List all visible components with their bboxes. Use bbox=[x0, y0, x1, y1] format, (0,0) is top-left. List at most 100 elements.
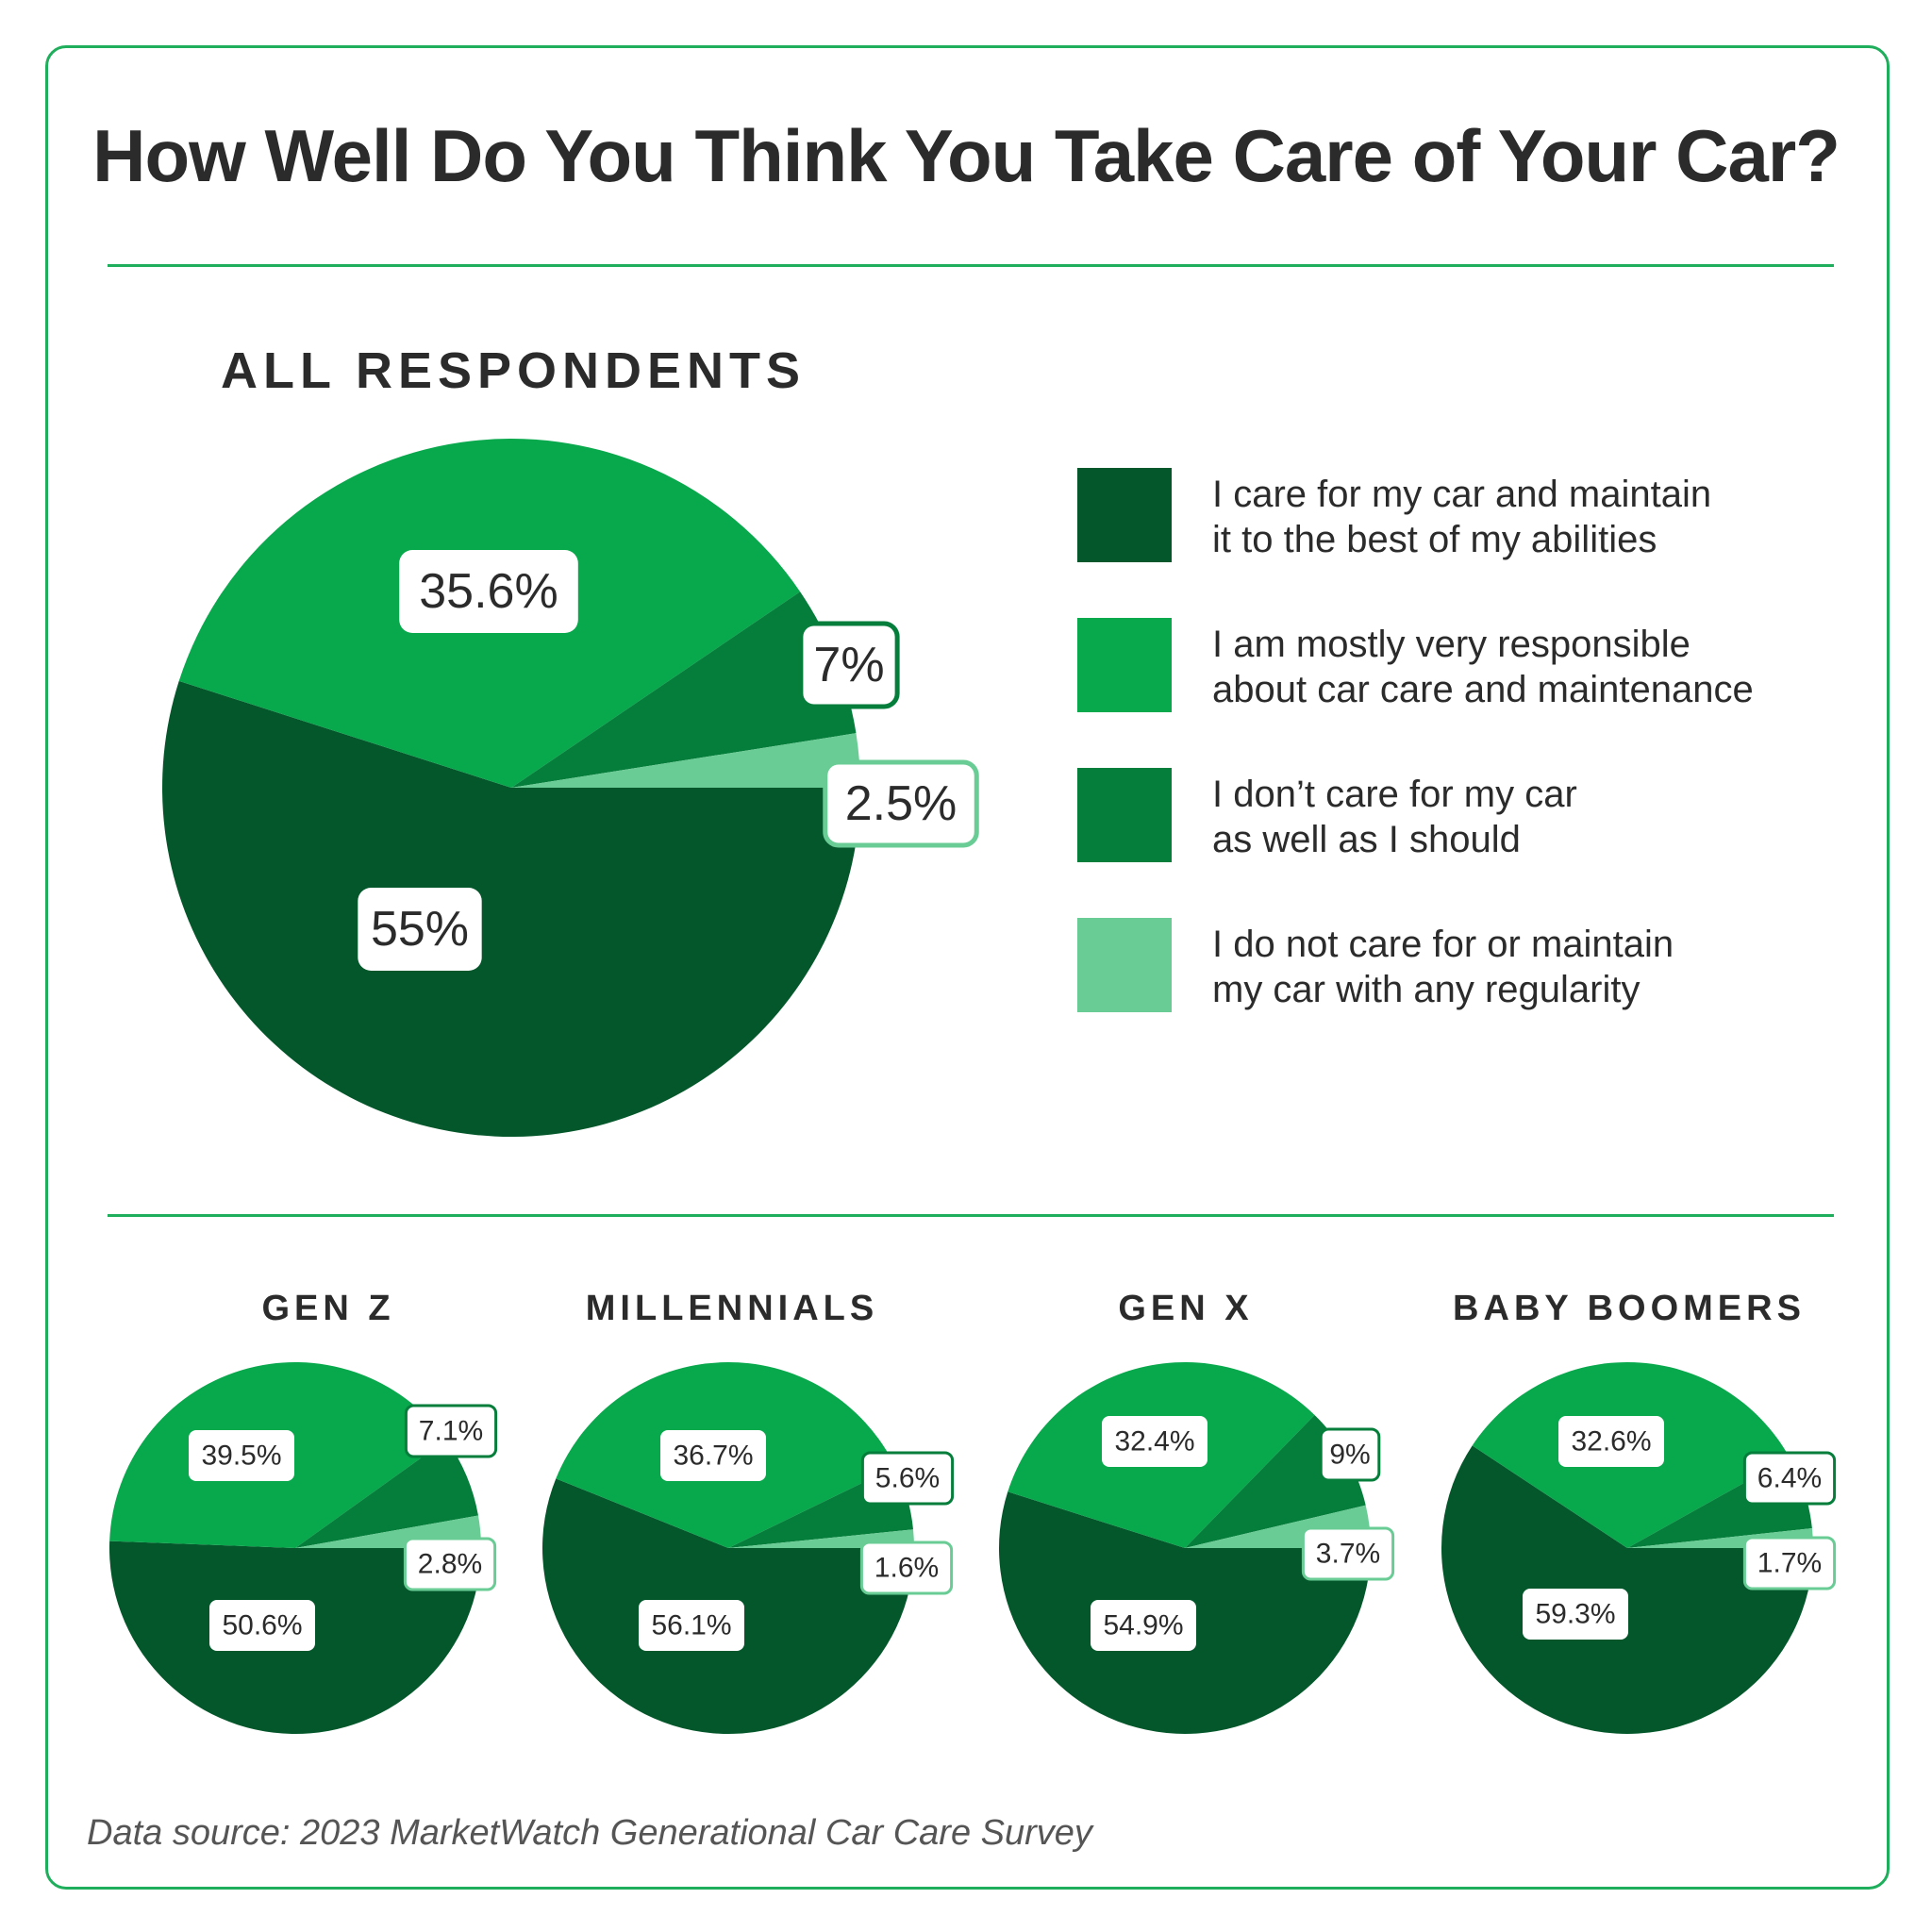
pie-slice-not-as-well bbox=[511, 591, 857, 788]
data-label-box bbox=[859, 1541, 954, 1595]
data-label-box bbox=[399, 550, 578, 633]
data-label-best-of-abilities: 54.9% bbox=[1091, 1600, 1196, 1651]
pie-chart-baby-boomers: 59.3% 32.6% 6.4% 1.7% bbox=[1441, 1362, 1837, 1735]
data-label-text: 2.5% bbox=[845, 776, 958, 831]
data-label-box bbox=[660, 1430, 766, 1481]
data-label-text: 32.6% bbox=[1571, 1426, 1651, 1457]
legend-text: I am mostly very responsible about car ca… bbox=[1212, 622, 1754, 712]
data-label-box bbox=[1742, 1536, 1837, 1591]
gen-x-heading: GEN X bbox=[1118, 1289, 1254, 1328]
data-label-no-regularity: 1.7% bbox=[1742, 1536, 1837, 1591]
legend-swatch bbox=[1077, 768, 1172, 862]
data-source-note: Data source: 2023 MarketWatch Generation… bbox=[87, 1813, 1092, 1853]
legend-line: as well as I should bbox=[1212, 819, 1521, 860]
data-label-best-of-abilities: 56.1% bbox=[639, 1600, 744, 1651]
data-label-text: 7% bbox=[813, 638, 884, 692]
pie-slice-no-regularity bbox=[511, 733, 860, 788]
baby-boomers-heading: BABY BOOMERS bbox=[1453, 1289, 1806, 1328]
data-label-text: 6.4% bbox=[1757, 1463, 1822, 1494]
data-label-not-as-well: 5.6% bbox=[860, 1451, 955, 1506]
data-label-box bbox=[189, 1430, 294, 1481]
legend-swatch bbox=[1077, 918, 1172, 1012]
legend-item-mostly-responsible: I am mostly very responsible about car ca… bbox=[1077, 618, 1832, 712]
legend-line: I don’t care for my car bbox=[1212, 774, 1577, 815]
legend-swatch bbox=[1077, 468, 1172, 562]
data-label-box bbox=[798, 621, 900, 709]
data-label-text: 32.4% bbox=[1114, 1426, 1194, 1457]
data-label-box bbox=[1091, 1600, 1196, 1651]
data-label-mostly-responsible: 35.6% bbox=[399, 550, 578, 633]
legend-text: I care for my car and maintain it to the … bbox=[1212, 472, 1711, 562]
data-label-box bbox=[1102, 1416, 1208, 1467]
legend-text: I don’t care for my car as well as I shou… bbox=[1212, 772, 1577, 862]
pie-chart-all-respondents: 55% 35.6% 7% 2.5% bbox=[161, 439, 979, 1138]
data-label-mostly-responsible: 36.7% bbox=[660, 1430, 766, 1481]
data-label-not-as-well: 6.4% bbox=[1742, 1451, 1837, 1506]
data-label-box bbox=[823, 759, 979, 848]
legend-line: it to the best of my abilities bbox=[1212, 519, 1657, 560]
legend-line: about car care and maintenance bbox=[1212, 669, 1754, 710]
data-label-no-regularity: 1.6% bbox=[859, 1541, 954, 1595]
legend-line: I do not care for or maintain bbox=[1212, 924, 1674, 965]
pie-chart-millennials: 56.1% 36.7% 5.6% 1.6% bbox=[542, 1362, 955, 1735]
pie-slice-best-of-abilities bbox=[161, 680, 861, 1138]
data-label-box bbox=[1301, 1526, 1395, 1581]
data-label-box bbox=[1558, 1416, 1664, 1467]
data-label-no-regularity: 3.7% bbox=[1301, 1526, 1395, 1581]
all-respondents-heading: ALL RESPONDENTS bbox=[221, 342, 807, 399]
data-label-box bbox=[209, 1600, 315, 1651]
pie-slice-best-of-abilities bbox=[1441, 1445, 1814, 1735]
data-label-text: 35.6% bbox=[419, 564, 558, 619]
legend-line: I care for my car and maintain bbox=[1212, 474, 1712, 515]
data-label-text: 9% bbox=[1329, 1440, 1370, 1471]
legend-text: I do not care for or maintain my car with… bbox=[1212, 922, 1674, 1012]
data-label-mostly-responsible: 39.5% bbox=[189, 1430, 294, 1481]
data-label-mostly-responsible: 32.4% bbox=[1102, 1416, 1208, 1467]
data-label-box bbox=[1742, 1451, 1837, 1506]
data-label-box bbox=[639, 1600, 744, 1651]
legend-item-best-of-abilities: I care for my car and maintain it to the … bbox=[1077, 468, 1832, 562]
legend-line: I am mostly very responsible bbox=[1212, 624, 1690, 665]
data-label-best-of-abilities: 59.3% bbox=[1523, 1589, 1628, 1640]
millennials-heading: MILLENNIALS bbox=[585, 1289, 879, 1328]
data-label-text: 1.7% bbox=[1757, 1548, 1822, 1579]
data-label-no-regularity: 2.5% bbox=[823, 759, 979, 848]
legend-line: my car with any regularity bbox=[1212, 969, 1641, 1010]
data-label-box bbox=[358, 888, 482, 971]
data-label-text: 59.3% bbox=[1535, 1599, 1615, 1630]
legend-swatch bbox=[1077, 618, 1172, 712]
data-label-text: 36.7% bbox=[673, 1441, 753, 1472]
data-label-no-regularity: 2.8% bbox=[403, 1537, 497, 1591]
legend-item-not-as-well: I don’t care for my car as well as I shou… bbox=[1077, 768, 1832, 862]
data-label-box bbox=[1319, 1427, 1381, 1482]
data-label-best-of-abilities: 55% bbox=[358, 888, 482, 971]
data-label-text: 54.9% bbox=[1103, 1610, 1183, 1641]
data-label-text: 2.8% bbox=[418, 1549, 482, 1580]
data-label-text: 56.1% bbox=[651, 1610, 731, 1641]
data-label-text: 39.5% bbox=[201, 1441, 281, 1472]
gen-z-heading: GEN Z bbox=[261, 1289, 395, 1328]
divider-top bbox=[108, 264, 1834, 267]
pie-slice-not-as-well bbox=[295, 1440, 478, 1548]
divider-middle bbox=[108, 1214, 1834, 1217]
page-title: How Well Do You Think You Take Care of Y… bbox=[92, 114, 1840, 197]
data-label-mostly-responsible: 32.6% bbox=[1558, 1416, 1664, 1467]
data-label-not-as-well: 7% bbox=[798, 621, 900, 709]
data-label-text: 55% bbox=[371, 902, 469, 957]
pie-chart-gen-x: 54.9% 32.4% 9% 3.7% bbox=[999, 1362, 1395, 1734]
data-label-text: 5.6% bbox=[875, 1463, 940, 1494]
data-label-box bbox=[1523, 1589, 1628, 1640]
legend-item-no-regularity: I do not care for or maintain my car with… bbox=[1077, 918, 1832, 1012]
data-label-text: 7.1% bbox=[419, 1416, 483, 1447]
data-label-best-of-abilities: 50.6% bbox=[209, 1600, 315, 1651]
data-label-box bbox=[404, 1404, 498, 1458]
data-label-text: 1.6% bbox=[874, 1553, 939, 1584]
data-label-not-as-well: 7.1% bbox=[404, 1404, 498, 1458]
data-label-box bbox=[860, 1451, 955, 1506]
data-label-text: 3.7% bbox=[1316, 1539, 1380, 1570]
data-label-box bbox=[403, 1537, 497, 1591]
data-label-text: 50.6% bbox=[222, 1610, 302, 1641]
pie-chart-gen-z: 50.6% 39.5% 7.1% 2.8% bbox=[108, 1362, 498, 1735]
data-label-not-as-well: 9% bbox=[1319, 1427, 1381, 1482]
